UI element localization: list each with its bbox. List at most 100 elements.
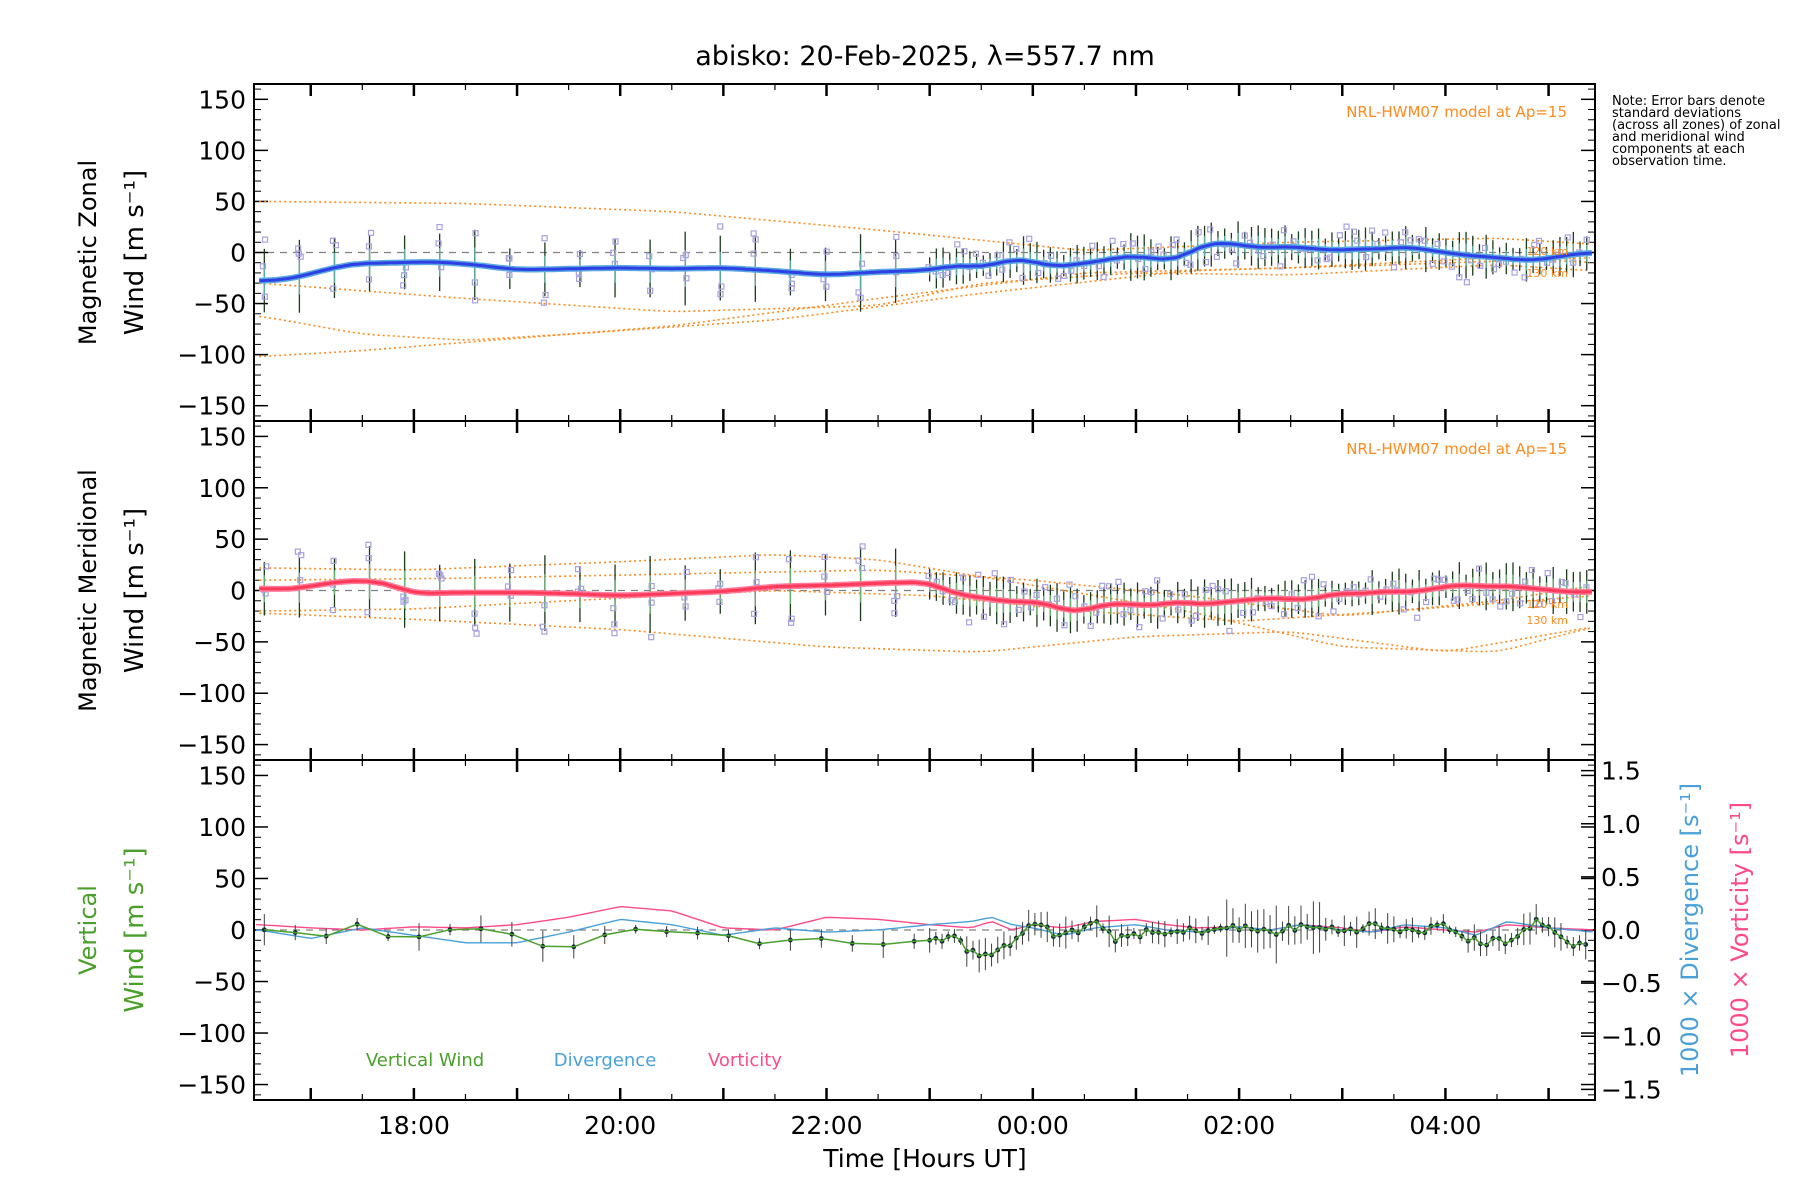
- zone-point: [1429, 260, 1436, 268]
- zone-point: [985, 272, 992, 279]
- y-tick-label: 50: [214, 864, 246, 893]
- zone-point: [1522, 578, 1529, 585]
- zone-point: [1558, 579, 1565, 586]
- zone-point: [541, 628, 548, 635]
- model-label: NRL-HWM07 model at Ap=15: [1346, 440, 1567, 458]
- zone-point: [1099, 582, 1106, 589]
- zone-point: [1142, 588, 1149, 595]
- zone-point: [1209, 582, 1216, 590]
- zone-point: [1548, 597, 1556, 605]
- zone-point: [261, 293, 268, 300]
- zone-point: [951, 599, 959, 606]
- zone-point: [1430, 575, 1438, 582]
- zone-point: [1169, 242, 1176, 249]
- zone-point: [1035, 269, 1042, 277]
- zone-point: [365, 276, 373, 283]
- zone-point: [1127, 606, 1134, 614]
- zone-point: [1441, 258, 1448, 265]
- x-tick-label: 18:00: [378, 1111, 450, 1140]
- zone-point: [858, 260, 866, 267]
- zone-point: [1100, 273, 1107, 281]
- zone-point: [823, 248, 830, 255]
- zone-point: [1421, 237, 1428, 244]
- zone-point: [1315, 613, 1322, 620]
- zone-point: [991, 570, 998, 577]
- zone-point: [1120, 611, 1127, 618]
- meridional-panel: −150 −100 −50 0 50 100 150 Magnetic Meridional W…: [74, 420, 1596, 761]
- zone-point: [682, 252, 689, 259]
- zone-point: [542, 291, 549, 299]
- legend-vertical-wind: Vertical Wind: [366, 1050, 484, 1071]
- zone-point: [1562, 580, 1569, 587]
- zone-point: [1000, 621, 1008, 628]
- y-tick-label: −50: [193, 628, 246, 657]
- zone-point: [1173, 236, 1180, 243]
- y-tick-label: −150: [177, 1071, 246, 1100]
- zonal-panel: −150 −100 −50 0 50 100 150 Magnetic Zonal Wind […: [74, 83, 1596, 422]
- zone-point: [330, 557, 337, 564]
- y-tick-label: 150: [198, 422, 246, 451]
- zone-point: [1019, 274, 1026, 281]
- zone-point: [859, 543, 866, 550]
- zone-point: [1415, 236, 1422, 243]
- zone-point: [1087, 622, 1094, 630]
- zone-point: [980, 613, 988, 620]
- zone-point: [999, 266, 1006, 273]
- zone-point: [330, 285, 337, 292]
- zone-point: [1159, 615, 1166, 622]
- zone-point: [1042, 584, 1049, 591]
- zone-point: [647, 287, 654, 294]
- zone-point: [259, 263, 267, 270]
- zone-point: [1509, 590, 1516, 597]
- zone-point: [1490, 266, 1498, 273]
- zone-point: [682, 603, 689, 610]
- model-curve: [259, 200, 1590, 251]
- y-tick-label: −50: [193, 968, 246, 997]
- right-y-tick-label: −1.5: [1601, 1075, 1662, 1104]
- zone-point: [683, 275, 690, 282]
- zone-point: [960, 574, 967, 581]
- y-tick-label: 0: [230, 916, 246, 945]
- zone-point: [1053, 595, 1061, 602]
- zone-point: [1060, 272, 1067, 279]
- vertical-wind-point: [1583, 942, 1589, 947]
- zone-point: [1495, 261, 1502, 268]
- y-tick-label: 150: [198, 85, 246, 114]
- zone-point: [1175, 606, 1182, 613]
- zone-point: [1109, 237, 1116, 244]
- zone-point: [541, 602, 548, 609]
- y-tick-label: 100: [198, 474, 246, 503]
- zone-point: [788, 615, 795, 622]
- zone-point: [294, 548, 301, 555]
- vertical-wind-line: [264, 918, 1586, 957]
- zone-point: [473, 630, 480, 637]
- altitude-label: 130 km: [1526, 614, 1568, 627]
- zone-point: [1013, 245, 1020, 253]
- zone-point: [648, 599, 655, 606]
- zone-point: [1463, 279, 1470, 286]
- zone-point: [683, 568, 690, 576]
- zone-point: [716, 598, 723, 605]
- zone-point: [1280, 611, 1288, 618]
- zone-point: [1006, 239, 1013, 246]
- right-y-tick-label: −0.5: [1601, 969, 1662, 998]
- y-tick-label: 50: [214, 525, 246, 554]
- zone-point: [1300, 577, 1307, 584]
- zone-point: [1129, 240, 1136, 247]
- zone-point: [975, 571, 982, 578]
- zone-point: [1456, 274, 1463, 281]
- zone-point: [1106, 583, 1113, 590]
- zone-point: [954, 241, 961, 248]
- zone-point: [1400, 606, 1407, 613]
- zone-point: [1188, 617, 1195, 624]
- zone-point: [718, 283, 725, 290]
- zone-point: [506, 271, 513, 278]
- zone-point: [1007, 576, 1014, 584]
- zone-point: [1314, 257, 1321, 264]
- zone-point: [401, 272, 408, 279]
- zone-point: [574, 566, 582, 573]
- zone-point: [472, 297, 479, 304]
- zone-point: [1241, 232, 1248, 239]
- zone-point: [329, 606, 337, 614]
- y-tick-label: −100: [177, 679, 246, 708]
